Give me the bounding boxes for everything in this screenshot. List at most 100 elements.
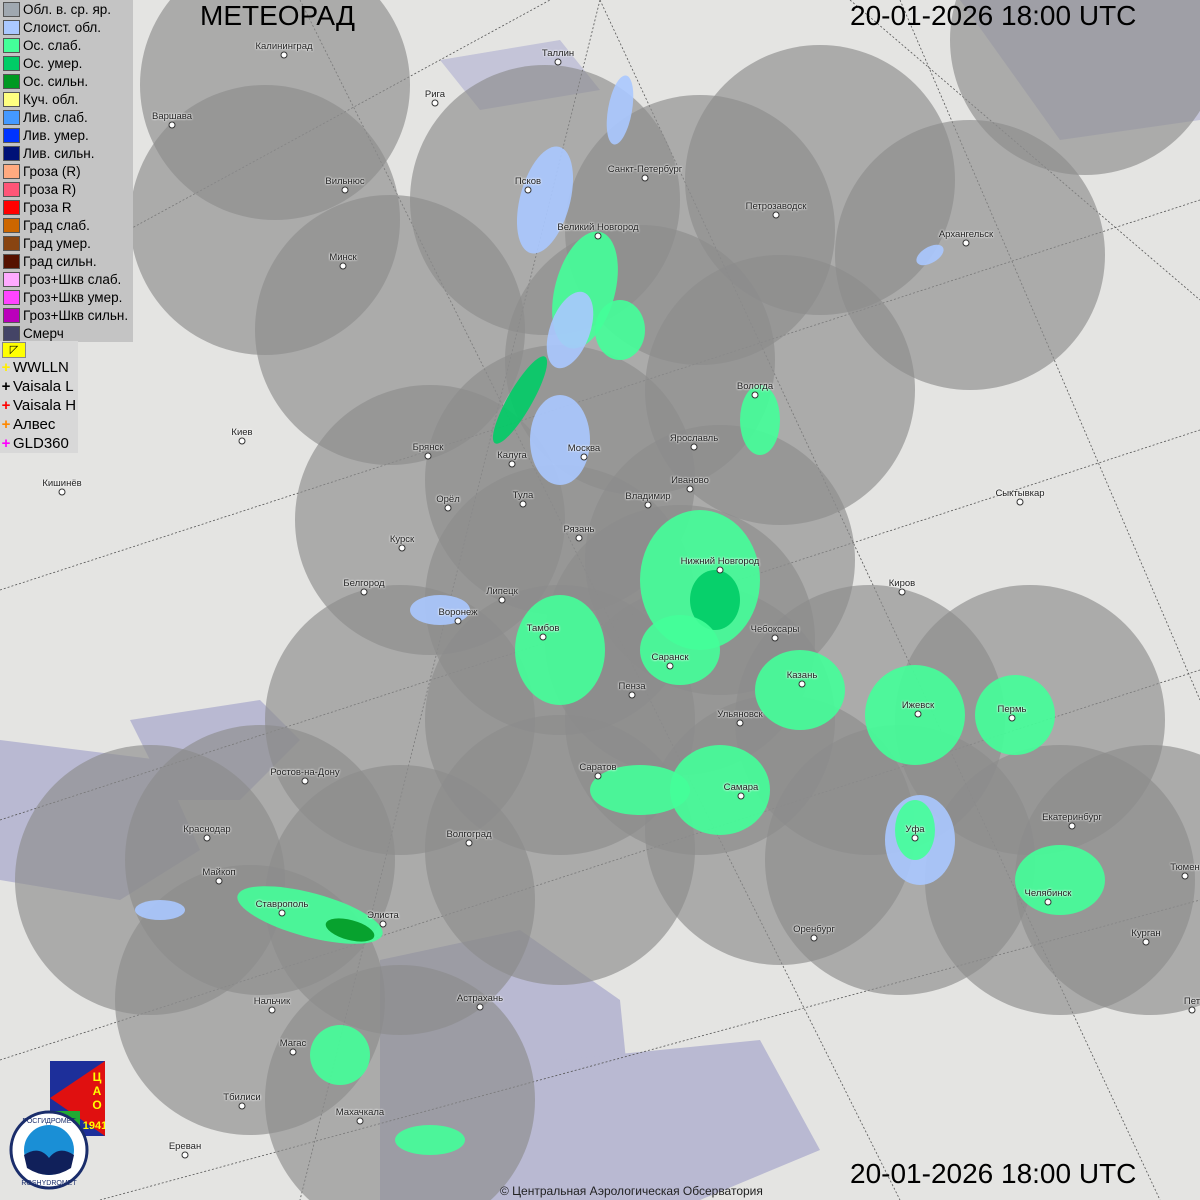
city-marker-icon xyxy=(1181,872,1189,880)
precipitation-echo xyxy=(895,800,935,860)
legend-label: Ос. умер. xyxy=(23,55,83,71)
city-label: Казань xyxy=(786,670,818,681)
city-marker-icon xyxy=(771,634,779,642)
precipitation-echo xyxy=(606,75,634,145)
city-marker-icon xyxy=(554,58,562,66)
city-marker-icon xyxy=(751,391,759,399)
lightning-source-label: GLD360 xyxy=(13,435,69,452)
city-label: Ставрополь xyxy=(255,899,309,910)
city-label: Челябинск xyxy=(1024,888,1072,899)
legend-label: Град слаб. xyxy=(23,217,90,233)
city-label: Великий Новгород xyxy=(557,222,639,233)
legend-item: Гроз+Шкв сильн. xyxy=(0,306,133,324)
city-marker-icon xyxy=(1016,498,1024,506)
city-marker-icon xyxy=(575,534,583,542)
legend-swatch xyxy=(3,19,20,35)
legend-label: Лив. слаб. xyxy=(23,109,88,125)
city-label: Псков xyxy=(514,176,542,187)
legend-item: Гроза R) xyxy=(0,180,133,198)
roshydromet-logo: РОСГИДРОМЕТ ROSHYDROMET xyxy=(9,1110,89,1190)
city-label: Калининград xyxy=(255,41,313,52)
city-label: Вологда xyxy=(736,381,774,392)
precipitation-echo xyxy=(1015,845,1105,915)
city-marker-icon xyxy=(628,691,636,699)
city-marker-icon xyxy=(1008,714,1016,722)
precipitation-echo xyxy=(916,244,944,266)
footer-datetime: 20-01-2026 18:00 UTC xyxy=(850,1158,1137,1189)
city-marker-icon xyxy=(268,1006,276,1014)
svg-text:Ц: Ц xyxy=(93,1070,102,1084)
city-label: Саранск xyxy=(651,652,689,663)
city-label: Белгород xyxy=(343,578,385,589)
lightning-source-label: Алвес xyxy=(13,416,56,433)
city-marker-icon xyxy=(914,710,922,718)
city-marker-icon xyxy=(641,174,649,182)
city-label: Рязань xyxy=(563,524,595,535)
city-label: Астрахань xyxy=(456,993,504,1004)
precipitation-echo xyxy=(492,356,548,444)
city-label: Тбилиси xyxy=(223,1092,261,1103)
city-label: Чебоксары xyxy=(750,624,800,635)
city-marker-icon xyxy=(454,617,462,625)
precipitation-echo xyxy=(135,900,185,920)
city-label: Калуга xyxy=(497,450,527,461)
lightning-cross-icon: + xyxy=(1,359,11,376)
city-label: Киев xyxy=(231,427,253,438)
city-marker-icon xyxy=(215,877,223,885)
city-marker-icon xyxy=(524,186,532,194)
city-marker-icon xyxy=(341,186,349,194)
legend-swatch xyxy=(3,37,20,53)
city-label: Тюмен xyxy=(1170,862,1200,873)
lightning-source-label: Vaisala L xyxy=(13,378,74,395)
city-label: Варшава xyxy=(151,111,193,122)
city-label: Липецк xyxy=(486,586,518,597)
city-marker-icon xyxy=(962,239,970,247)
legend-item: Лив. слаб. xyxy=(0,108,133,126)
precipitation-echo xyxy=(975,675,1055,755)
legend-label: Ос. слаб. xyxy=(23,37,82,53)
lightning-source-label: WWLLN xyxy=(13,359,69,376)
city-marker-icon xyxy=(508,460,516,468)
city-marker-icon xyxy=(301,777,309,785)
legend-swatch xyxy=(3,181,20,197)
city-marker-icon xyxy=(736,719,744,727)
precipitation-echoes xyxy=(135,75,1105,1155)
city-label: Курган xyxy=(1131,928,1161,939)
legend-item: Слоист. обл. xyxy=(0,18,133,36)
legend-label: Гроза R xyxy=(23,199,72,215)
city-label: Брянск xyxy=(412,442,444,453)
city-marker-icon xyxy=(360,588,368,596)
city-label: Москва xyxy=(567,443,601,454)
legend-swatch xyxy=(3,289,20,305)
city-label: Элиста xyxy=(367,910,399,921)
svg-text:РОСГИДРОМЕТ: РОСГИДРОМЕТ xyxy=(22,1118,76,1125)
city-label: Тула xyxy=(512,490,534,501)
legend-item: Гроз+Шкв умер. xyxy=(0,288,133,306)
city-marker-icon xyxy=(1188,1006,1196,1014)
lightning-cross-icon: + xyxy=(1,378,11,395)
svg-text:1941: 1941 xyxy=(83,1120,105,1132)
city-marker-icon xyxy=(737,792,745,800)
city-marker-icon xyxy=(772,211,780,219)
city-label: Ростов-на-Дону xyxy=(270,767,340,778)
lightning-legend: ◸ + WWLLN + Vaisala L + Vaisala H + Алвес + GLD36… xyxy=(0,341,78,453)
city-label: Воронеж xyxy=(438,607,478,618)
radar-coverage-circle xyxy=(265,965,535,1200)
legend-label: Лив. умер. xyxy=(23,127,89,143)
legend-swatch xyxy=(3,127,20,143)
legend-label: Гроза (R) xyxy=(23,163,81,179)
app-title: МЕТЕОРАД xyxy=(200,0,355,31)
city-label: Кишинёв xyxy=(42,478,82,489)
legend-swatch xyxy=(3,307,20,323)
city-label: Екатеринбург xyxy=(1042,812,1102,823)
city-marker-icon xyxy=(424,452,432,460)
lightning-flag-icon[interactable]: ◸ xyxy=(2,341,26,358)
precipitation-echo xyxy=(640,615,720,685)
lightning-source-item: + Vaisala H xyxy=(0,396,78,415)
lightning-source-label: Vaisala H xyxy=(13,397,77,414)
city-label: Майкоп xyxy=(202,867,236,878)
city-marker-icon xyxy=(203,834,211,842)
svg-text:О: О xyxy=(92,1098,101,1112)
city-marker-icon xyxy=(168,121,176,129)
